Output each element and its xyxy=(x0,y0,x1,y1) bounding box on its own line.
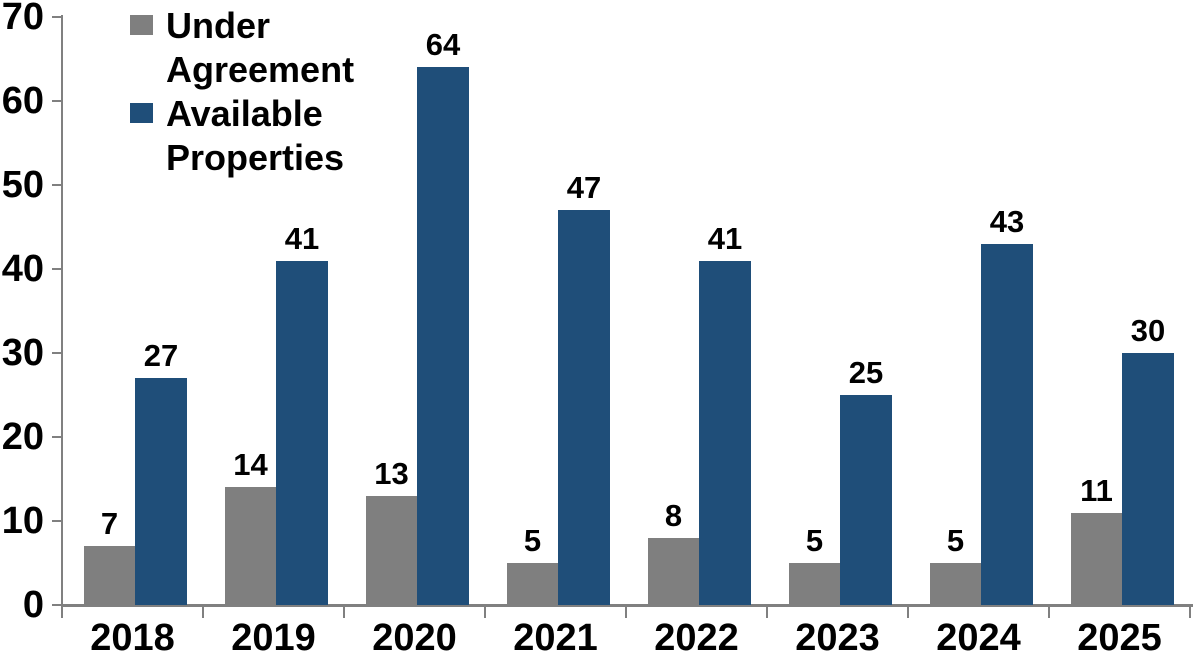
legend-swatch-under-agreement xyxy=(130,15,153,35)
x-axis-tick xyxy=(907,605,909,618)
y-axis-tick xyxy=(52,604,62,606)
x-axis-tick xyxy=(625,605,627,618)
x-axis-tick xyxy=(202,605,204,618)
bar-2020-available-properties xyxy=(417,67,469,605)
plot-area: 7 27 14 41 13 64 5 47 8 41 5 25 5 43 11 30 xyxy=(62,17,1190,605)
x-axis-category-label: 2021 xyxy=(513,617,598,659)
legend-item-under-agreement: Under Agreement xyxy=(130,4,416,92)
y-axis-tick-label: 50 xyxy=(1,164,44,206)
x-axis-category-label: 2019 xyxy=(231,617,316,659)
bar-value-label-2025-available-properties: 30 xyxy=(1130,313,1166,348)
bar-2018-available-properties xyxy=(135,378,187,605)
y-axis-tick xyxy=(52,520,62,522)
bar-2019-under-agreement xyxy=(225,487,276,605)
x-axis-category-label: 2018 xyxy=(90,617,175,659)
bar-2024-under-agreement xyxy=(930,563,981,605)
bar-value-label-2019-available-properties: 41 xyxy=(284,220,320,256)
legend: Under Agreement Available Properties xyxy=(130,4,416,180)
y-axis-tick xyxy=(52,16,62,18)
bar-value-label-2020-under-agreement: 13 xyxy=(374,455,409,491)
x-axis-tick xyxy=(343,605,345,618)
bar-value-label-2023-available-properties: 25 xyxy=(848,355,884,390)
bar-2023-available-properties xyxy=(840,395,892,605)
y-axis-tick-label: 40 xyxy=(1,248,44,290)
bar-value-label-2021-available-properties: 47 xyxy=(566,170,602,206)
y-axis-tick-label: 10 xyxy=(1,500,44,542)
bar-2024-available-properties xyxy=(981,243,1033,605)
y-axis-tick xyxy=(52,268,62,270)
bar-value-label-2018-available-properties: 27 xyxy=(143,338,179,374)
x-axis-category-label: 2022 xyxy=(654,617,739,659)
bar-value-label-2020-available-properties: 64 xyxy=(425,27,461,63)
x-axis-category-label: 2020 xyxy=(372,617,457,659)
y-axis-tick-label: 60 xyxy=(1,80,44,122)
x-axis-category-label: 2025 xyxy=(1077,617,1162,659)
bar-value-label-2024-available-properties: 43 xyxy=(989,203,1025,239)
y-axis-tick xyxy=(52,100,62,102)
y-axis-line xyxy=(61,15,63,607)
legend-swatch-available-properties xyxy=(130,103,153,123)
bar-value-label-2022-under-agreement: 8 xyxy=(664,497,683,533)
bar-value-label-2019-under-agreement: 14 xyxy=(233,447,268,483)
bar-value-label-2025-under-agreement: 11 xyxy=(1080,472,1113,508)
y-axis-tick-label: 20 xyxy=(1,416,44,458)
bar-2019-available-properties xyxy=(276,260,328,605)
y-axis-tick-label: 30 xyxy=(1,332,44,374)
bar-2021-under-agreement xyxy=(507,563,558,605)
bar-2025-available-properties xyxy=(1122,353,1174,605)
bar-value-label-2021-under-agreement: 5 xyxy=(523,523,542,558)
bar-value-label-2023-under-agreement: 5 xyxy=(805,523,824,558)
bar-value-label-2022-available-properties: 41 xyxy=(707,220,743,256)
x-axis-tick xyxy=(484,605,486,618)
bar-2020-under-agreement xyxy=(366,495,417,605)
x-axis-category-label: 2023 xyxy=(795,617,880,659)
x-axis-tick xyxy=(1048,605,1050,618)
y-axis-tick xyxy=(52,352,62,354)
bar-value-label-2018-under-agreement: 7 xyxy=(100,506,119,542)
bar-2022-under-agreement xyxy=(648,537,699,605)
x-axis-line xyxy=(61,604,1193,607)
x-axis-tick xyxy=(1189,605,1191,618)
legend-item-available-properties: Available Properties xyxy=(130,92,416,180)
legend-label: Available Properties xyxy=(166,93,345,178)
legend-label: Under Agreement xyxy=(166,5,355,90)
bar-2021-available-properties xyxy=(558,210,610,605)
x-axis-tick xyxy=(766,605,768,618)
x-axis-category-label: 2024 xyxy=(936,617,1021,659)
bar-2022-available-properties xyxy=(699,260,751,605)
y-axis-tick xyxy=(52,436,62,438)
bar-2018-under-agreement xyxy=(84,546,135,605)
x-axis-tick xyxy=(61,605,63,618)
bar-2025-under-agreement xyxy=(1071,512,1122,605)
y-axis-tick xyxy=(52,184,62,186)
y-axis-tick-label: 70 xyxy=(1,0,44,38)
bar-value-label-2024-under-agreement: 5 xyxy=(946,523,965,558)
bar-2023-under-agreement xyxy=(789,563,840,605)
y-axis-tick-label: 0 xyxy=(22,584,44,626)
